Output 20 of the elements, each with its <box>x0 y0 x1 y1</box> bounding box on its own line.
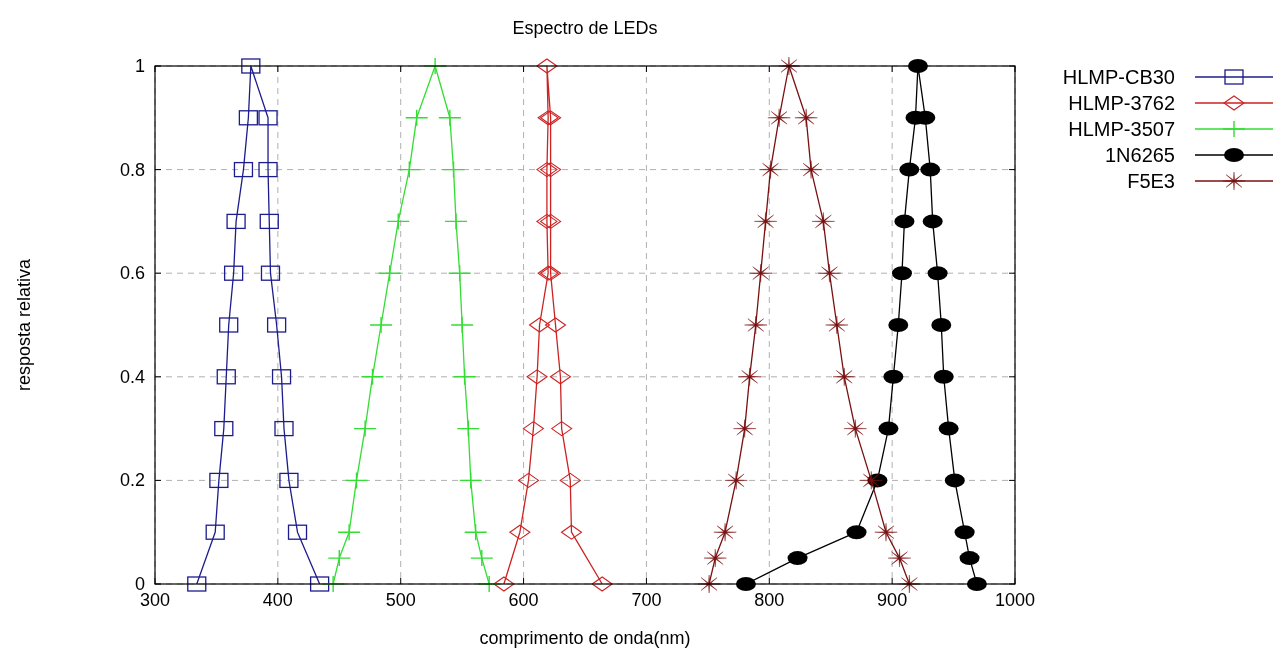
y-tick-label: 1 <box>134 56 145 76</box>
y-tick-label: 0.4 <box>119 366 145 387</box>
y-tick-label: 0.8 <box>119 159 145 180</box>
legend-label: 1N6265 <box>1104 144 1175 166</box>
chart-title: Espectro de LEDs <box>512 18 658 38</box>
x-tick-label: 800 <box>754 590 785 610</box>
x-tick-label: 900 <box>877 590 908 610</box>
y-axis-title: resposta relativa <box>14 257 34 392</box>
x-tick-label: 1000 <box>994 590 1036 610</box>
x-axis-title: comprimento de onda(nm) <box>479 628 691 648</box>
y-tick-label: 0.6 <box>119 263 145 284</box>
x-tick-label: 600 <box>508 590 539 610</box>
y-tick-label: 0.2 <box>119 470 145 491</box>
legend-label: HLMP-3507 <box>1068 118 1175 140</box>
legend-label: HLMP-3762 <box>1068 92 1175 114</box>
legend-label: F5E3 <box>1127 170 1175 192</box>
x-tick-label: 400 <box>262 590 293 610</box>
x-tick-label: 500 <box>385 590 416 610</box>
x-tick-label: 700 <box>631 590 662 610</box>
legend-label: HLMP-CB30 <box>1062 66 1175 88</box>
